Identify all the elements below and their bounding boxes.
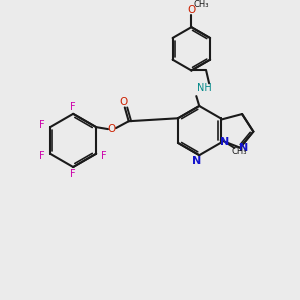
Text: F: F <box>70 169 76 179</box>
Text: CH₃: CH₃ <box>194 0 209 9</box>
Text: F: F <box>39 151 45 161</box>
Text: NH: NH <box>197 83 212 93</box>
Text: F: F <box>39 120 45 130</box>
Text: CH₃: CH₃ <box>232 148 247 157</box>
Text: F: F <box>70 102 76 112</box>
Text: O: O <box>187 5 196 15</box>
Text: N: N <box>192 156 201 166</box>
Text: O: O <box>120 97 128 106</box>
Text: N: N <box>239 143 249 153</box>
Text: F: F <box>101 151 107 161</box>
Text: N: N <box>220 137 229 147</box>
Text: O: O <box>108 124 116 134</box>
